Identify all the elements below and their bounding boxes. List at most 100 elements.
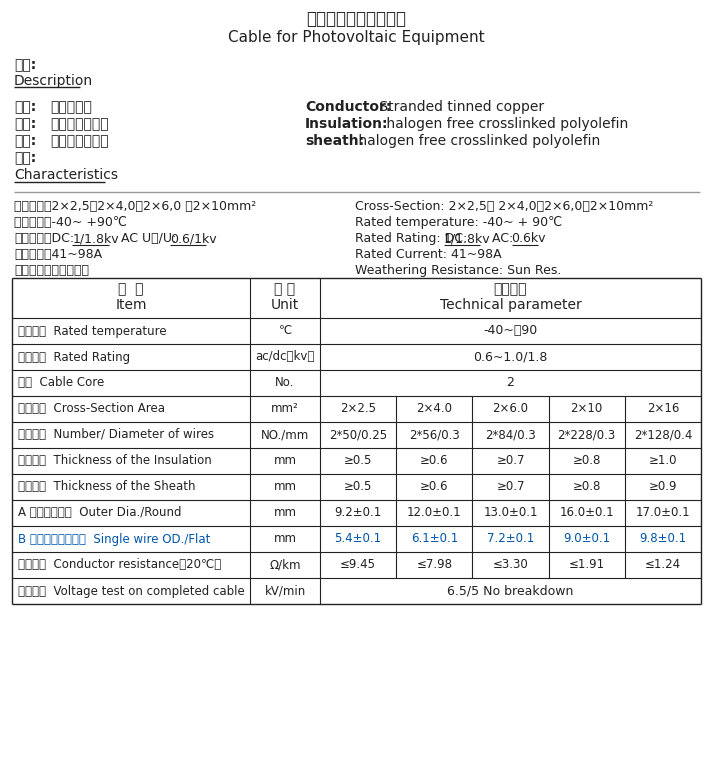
- Text: mm: mm: [274, 454, 297, 467]
- Text: ≤7.98: ≤7.98: [416, 559, 452, 571]
- Text: 导体电阻  Conductor resistance（20℃）: 导体电阻 Conductor resistance（20℃）: [18, 559, 221, 571]
- Text: 2×4.0: 2×4.0: [416, 402, 452, 416]
- Text: 13.0±0.1: 13.0±0.1: [483, 506, 538, 519]
- Text: 护套壁厚  Thickness of the Sheath: 护套壁厚 Thickness of the Sheath: [18, 481, 195, 494]
- Text: 试验电压  Voltage test on completed cable: 试验电压 Voltage test on completed cable: [18, 584, 245, 598]
- Text: mm: mm: [274, 481, 297, 494]
- Text: sheath:: sheath:: [305, 134, 364, 148]
- Text: 工作温度  Rated temperature: 工作温度 Rated temperature: [18, 324, 167, 337]
- Text: 额定电压：DC:: 额定电压：DC:: [14, 232, 74, 245]
- Text: A 圆形电线外径  Outer Dia./Round: A 圆形电线外径 Outer Dia./Round: [18, 506, 182, 519]
- Text: 2*228/0.3: 2*228/0.3: [558, 429, 616, 441]
- Text: 导体:: 导体:: [14, 100, 36, 114]
- Text: Technical parameter: Technical parameter: [440, 298, 581, 312]
- Text: AC U。/U:: AC U。/U:: [109, 232, 176, 245]
- Text: ≥0.8: ≥0.8: [573, 481, 601, 494]
- Text: 12.0±0.1: 12.0±0.1: [407, 506, 461, 519]
- Text: 9.8±0.1: 9.8±0.1: [640, 533, 687, 546]
- Text: Unit: Unit: [271, 298, 299, 312]
- Text: -40~＋90: -40~＋90: [483, 324, 538, 337]
- Text: 铜丝结构  Number/ Diameter of wires: 铜丝结构 Number/ Diameter of wires: [18, 429, 214, 441]
- Text: ≥0.9: ≥0.9: [649, 481, 677, 494]
- Text: No.: No.: [275, 376, 294, 389]
- Text: halogen free crosslinked polyolefin: halogen free crosslinked polyolefin: [382, 117, 628, 131]
- Text: 0.6~1.0/1.8: 0.6~1.0/1.8: [473, 351, 548, 364]
- Text: 17.0±0.1: 17.0±0.1: [635, 506, 690, 519]
- Text: ≤9.45: ≤9.45: [340, 559, 376, 571]
- Text: 6.1±0.1: 6.1±0.1: [411, 533, 458, 546]
- Text: Conductor:: Conductor:: [305, 100, 391, 114]
- Text: 2*56/0.3: 2*56/0.3: [409, 429, 460, 441]
- Text: mm: mm: [274, 533, 297, 546]
- Text: 2*50/0.25: 2*50/0.25: [329, 429, 387, 441]
- Text: 9.2±0.1: 9.2±0.1: [334, 506, 381, 519]
- Text: 1/1.8kv: 1/1.8kv: [443, 232, 491, 245]
- Text: 标称截面：2×2,5、2×4,0、2×6,0 、2×10mm²: 标称截面：2×2,5、2×4,0、2×6,0 、2×10mm²: [14, 200, 256, 213]
- Text: NO./mm: NO./mm: [261, 429, 309, 441]
- Text: 0.6kv: 0.6kv: [512, 232, 546, 245]
- Text: 项  目: 项 目: [118, 282, 144, 296]
- Text: ≥0.5: ≥0.5: [344, 481, 372, 494]
- Text: mm²: mm²: [271, 402, 299, 416]
- Text: Ω/km: Ω/km: [270, 559, 301, 571]
- Text: 2*128/0.4: 2*128/0.4: [634, 429, 692, 441]
- Text: mm: mm: [274, 506, 297, 519]
- Text: 0.6/1kv: 0.6/1kv: [170, 232, 216, 245]
- Text: ℃: ℃: [278, 324, 292, 337]
- Text: Stranded tinned copper: Stranded tinned copper: [375, 100, 544, 114]
- Text: 绝缘壁厚  Thickness of the Insulation: 绝缘壁厚 Thickness of the Insulation: [18, 454, 212, 467]
- Text: ≤1.24: ≤1.24: [645, 559, 681, 571]
- Text: B 扁形电缆单支外径  Single wire OD./Flat: B 扁形电缆单支外径 Single wire OD./Flat: [18, 533, 210, 546]
- Text: 低烟无卤聚烯烃: 低烟无卤聚烯烃: [50, 134, 108, 148]
- Text: 额定电流：41~98A: 额定电流：41~98A: [14, 248, 102, 261]
- Text: kV/min: kV/min: [265, 584, 306, 598]
- Text: 2×10: 2×10: [570, 402, 602, 416]
- Text: 16.0±0.1: 16.0±0.1: [560, 506, 614, 519]
- Text: 2: 2: [506, 376, 515, 389]
- Text: ≥0.8: ≥0.8: [573, 454, 601, 467]
- Text: 绝缘:: 绝缘:: [14, 117, 36, 131]
- Text: 7.2±0.1: 7.2±0.1: [487, 533, 534, 546]
- Text: Item: Item: [116, 298, 147, 312]
- Text: 单 位: 单 位: [275, 282, 296, 296]
- Text: 2×2.5: 2×2.5: [340, 402, 376, 416]
- Text: ac/dc（kv）: ac/dc（kv）: [255, 351, 314, 364]
- Text: 9.0±0.1: 9.0±0.1: [563, 533, 610, 546]
- Text: Characteristics: Characteristics: [14, 168, 118, 182]
- Text: ≥0.6: ≥0.6: [420, 454, 448, 467]
- Text: 低烟无卤聚烯烃: 低烟无卤聚烯烃: [50, 117, 108, 131]
- Text: Rated Rating: DC:: Rated Rating: DC:: [355, 232, 467, 245]
- Text: ≥0.7: ≥0.7: [496, 454, 525, 467]
- Text: 2×16: 2×16: [647, 402, 679, 416]
- Text: Rated Current: 41~98A: Rated Current: 41~98A: [355, 248, 502, 261]
- Text: 说明:: 说明:: [14, 58, 36, 72]
- Text: ≥0.6: ≥0.6: [420, 481, 448, 494]
- Text: 镀锡铜绞线: 镀锡铜绞线: [50, 100, 92, 114]
- Text: 6.5/5 No breakdown: 6.5/5 No breakdown: [447, 584, 574, 598]
- Text: Insulation:: Insulation:: [305, 117, 389, 131]
- Text: Weathering Resistance: Sun Res.: Weathering Resistance: Sun Res.: [355, 264, 561, 277]
- Text: 5.4±0.1: 5.4±0.1: [334, 533, 381, 546]
- Text: Cable for Photovoltaic Equipment: Cable for Photovoltaic Equipment: [227, 30, 484, 45]
- Text: 额定温度：-40~ +90℃: 额定温度：-40~ +90℃: [14, 216, 127, 229]
- Text: 护套:: 护套:: [14, 134, 36, 148]
- Text: 耐气候性：耐阳光照射: 耐气候性：耐阳光照射: [14, 264, 89, 277]
- Text: ≤3.30: ≤3.30: [493, 559, 528, 571]
- Text: 特性:: 特性:: [14, 151, 36, 165]
- Text: halogen free crosslinked polyolefin: halogen free crosslinked polyolefin: [354, 134, 600, 148]
- Text: 技术参数: 技术参数: [493, 282, 527, 296]
- Text: AC:: AC:: [481, 232, 513, 245]
- Text: 2*84/0.3: 2*84/0.3: [485, 429, 536, 441]
- Text: 工作电压  Rated Rating: 工作电压 Rated Rating: [18, 351, 130, 364]
- Text: Rated temperature: -40~ + 90℃: Rated temperature: -40~ + 90℃: [355, 216, 562, 229]
- Text: ≥0.7: ≥0.7: [496, 481, 525, 494]
- Text: ≥0.5: ≥0.5: [344, 454, 372, 467]
- Text: ≥1.0: ≥1.0: [649, 454, 677, 467]
- Text: 2×6.0: 2×6.0: [493, 402, 528, 416]
- Text: Description: Description: [14, 74, 93, 88]
- Text: 芯数  Cable Core: 芯数 Cable Core: [18, 376, 104, 389]
- Text: Cross-Section: 2×2,5、 2×4,0、2×6,0、2×10mm²: Cross-Section: 2×2,5、 2×4,0、2×6,0、2×10mm…: [355, 200, 653, 213]
- Text: 标称截面  Cross-Section Area: 标称截面 Cross-Section Area: [18, 402, 165, 416]
- Text: ≤1.91: ≤1.91: [569, 559, 605, 571]
- Text: 光伏设备用电缆规格书: 光伏设备用电缆规格书: [306, 10, 406, 28]
